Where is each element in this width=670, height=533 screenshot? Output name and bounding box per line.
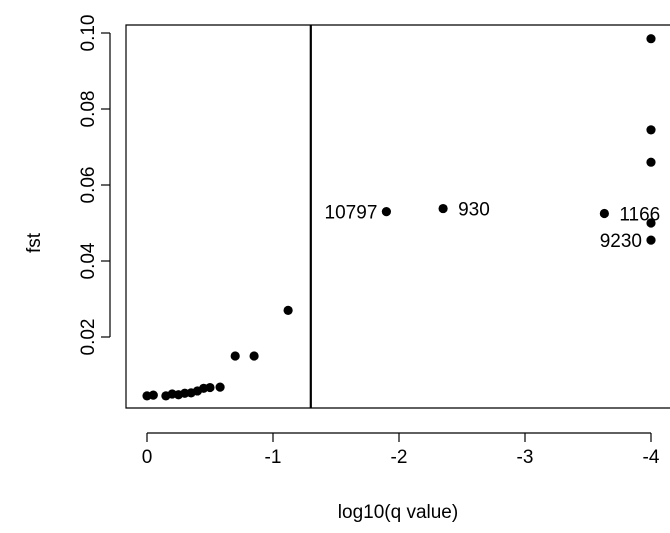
x-tick-label: -4 (643, 447, 660, 468)
data-point (249, 351, 259, 361)
data-point (438, 203, 448, 214)
x-tick-label: 0 (142, 447, 153, 468)
x-tick-label: -2 (391, 447, 408, 468)
point-labels: 10797 930 1166 9230 (325, 200, 661, 253)
point-label: 9230 (600, 231, 642, 252)
data-point (381, 207, 391, 217)
x-tick-label: -1 (265, 447, 282, 468)
point-label: 10797 (325, 203, 378, 224)
y-tick-label: 0.08 (78, 91, 99, 128)
y-tick-label: 0.04 (78, 242, 99, 279)
data-points (142, 34, 656, 401)
y-tick-label: 0.02 (78, 319, 99, 356)
data-point (599, 208, 609, 219)
data-point (283, 305, 293, 315)
data-point (646, 34, 656, 44)
plot-frame (125, 24, 670, 409)
data-point (646, 218, 656, 228)
data-point (205, 382, 215, 393)
axes: 0 -1 -2 -3 -4 0.02 0.04 0.06 0.08 0.10 (78, 15, 670, 468)
point-label: 1166 (619, 205, 660, 226)
point-label: 930 (458, 200, 490, 221)
y-axis-title: fst (24, 232, 45, 253)
data-point (215, 382, 225, 392)
data-point (646, 157, 656, 167)
data-point (646, 235, 656, 245)
data-point (230, 351, 240, 361)
y-tick-label: 0.10 (78, 15, 99, 52)
x-axis-title: log10(q value) (338, 502, 458, 523)
x-tick-label: -3 (517, 447, 534, 468)
y-tick-label: 0.06 (78, 167, 99, 204)
data-point (148, 390, 158, 400)
data-point (646, 125, 656, 135)
